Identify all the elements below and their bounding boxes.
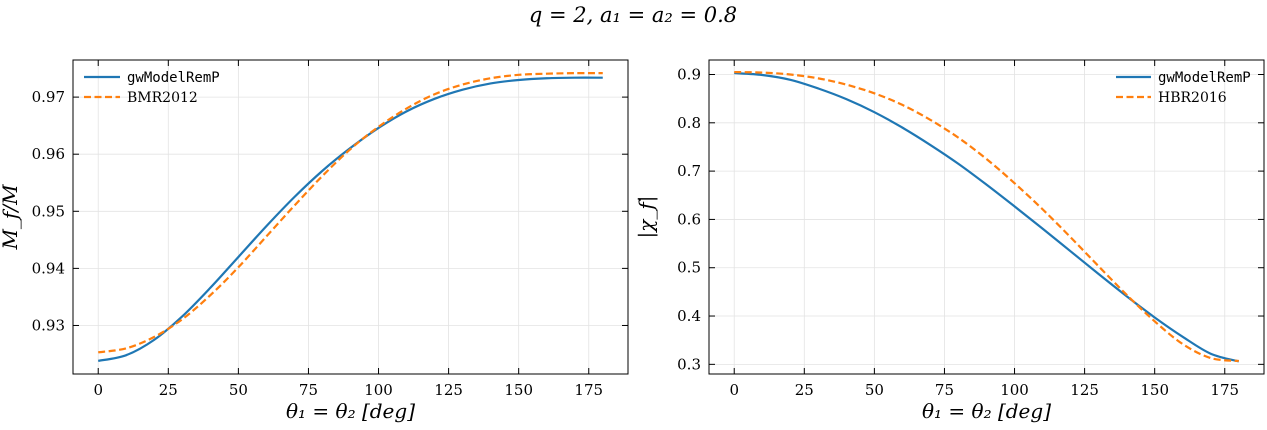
y-tick-label: 0.6 bbox=[677, 210, 701, 228]
legend-label-bmr2012: BMR2012 bbox=[127, 90, 198, 106]
x-tick-label: 75 bbox=[299, 381, 318, 399]
x-tick-label: 175 bbox=[574, 381, 603, 399]
chart-mass-panel: 0 25 50 75 100 125 150 175 0.93 0.94 0.95 0.96 0.97 θ… bbox=[0, 59, 629, 423]
x-tick-label: 100 bbox=[364, 381, 393, 399]
x-tick-label: 0 bbox=[93, 381, 103, 399]
y-tick-label: 0.3 bbox=[677, 355, 701, 373]
x-axis-label: θ₁ = θ₂ [deg] bbox=[922, 399, 1051, 423]
x-tick-label: 75 bbox=[935, 381, 954, 399]
y-tick-label: 0.8 bbox=[677, 114, 701, 132]
legend-label-gwmodelremp: gwModelRemP bbox=[1158, 70, 1251, 86]
x-tick-label: 125 bbox=[434, 381, 463, 399]
y-tick-label: 0.95 bbox=[32, 202, 65, 220]
chart-spin-panel: 0 25 50 75 100 125 150 175 0.3 0.4 0.5 0.6 0.7 0.8 0.9… bbox=[634, 59, 1265, 423]
series-line-hbr2016 bbox=[734, 70, 1239, 363]
x-tick-label: 25 bbox=[159, 381, 178, 399]
series-line-gwmodelremp bbox=[98, 76, 603, 362]
y-tick-label: 0.7 bbox=[677, 162, 701, 180]
x-tick-label: 100 bbox=[1000, 381, 1029, 399]
x-tick-label: 125 bbox=[1070, 381, 1099, 399]
y-tick-label: 0.4 bbox=[677, 307, 701, 325]
axes-frame bbox=[72, 59, 629, 375]
series-line-bmr2012 bbox=[98, 71, 603, 354]
y-tick-label: 0.5 bbox=[677, 259, 701, 277]
y-axis-label: |χ_f| bbox=[634, 196, 659, 239]
legend-label-gwmodelremp: gwModelRemP bbox=[127, 70, 220, 86]
legend: gwModelRemP BMR2012 bbox=[84, 70, 220, 106]
x-tick-label: 150 bbox=[1140, 381, 1169, 399]
legend: gwModelRemP HBR2016 bbox=[1116, 70, 1251, 106]
x-tick-label: 0 bbox=[729, 381, 739, 399]
x-tick-label: 150 bbox=[504, 381, 533, 399]
axes-frame bbox=[708, 59, 1265, 375]
x-axis-label: θ₁ = θ₂ [deg] bbox=[286, 399, 415, 423]
legend-label-hbr2016: HBR2016 bbox=[1158, 90, 1227, 106]
y-tick-label: 0.9 bbox=[677, 65, 701, 83]
y-axis-label: M_f/M bbox=[0, 184, 22, 251]
x-tick-label: 50 bbox=[229, 381, 248, 399]
x-tick-label: 25 bbox=[795, 381, 814, 399]
series-line-gwmodelremp bbox=[734, 71, 1240, 363]
y-tick-label: 0.96 bbox=[32, 145, 65, 163]
x-tick-label: 50 bbox=[865, 381, 884, 399]
y-tick-label: 0.94 bbox=[32, 259, 65, 277]
figure-suptitle: q = 2, a₁ = a₂ = 0.8 bbox=[529, 3, 737, 27]
y-tick-label: 0.93 bbox=[32, 316, 65, 334]
y-tick-label: 0.97 bbox=[32, 88, 65, 106]
x-tick-label: 175 bbox=[1210, 381, 1239, 399]
